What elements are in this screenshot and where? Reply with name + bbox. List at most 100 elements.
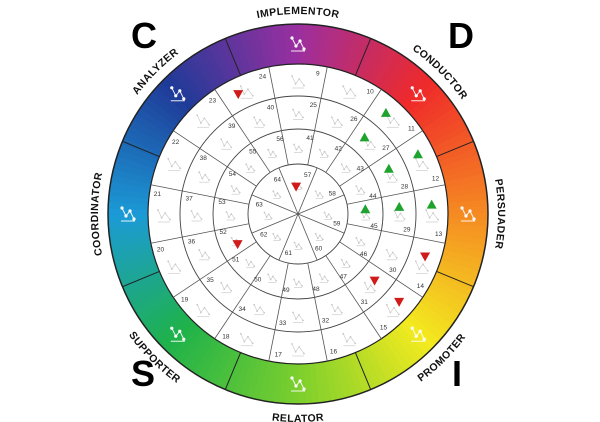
grid-line <box>214 284 252 339</box>
band-divider <box>354 352 372 390</box>
mini-graph-icon <box>330 303 343 316</box>
grid-line <box>339 241 369 262</box>
band-divider <box>436 270 474 288</box>
style-graph-icon <box>460 206 476 222</box>
grid-line <box>368 130 423 168</box>
green-up-marker <box>426 199 437 209</box>
grid-line <box>381 230 446 244</box>
cell-number: 60 <box>315 245 323 252</box>
red-down-marker <box>420 252 431 262</box>
grid-line <box>214 197 250 205</box>
style-graph-icon <box>290 376 306 392</box>
mini-graph-icon <box>342 332 357 347</box>
mini-graph-icon <box>385 303 400 318</box>
red-down-marker <box>232 240 243 250</box>
mini-graph-icon <box>267 148 278 158</box>
mini-graph-icon <box>253 303 266 316</box>
cell-number: 33 <box>279 320 287 327</box>
cell-number: 48 <box>312 286 320 293</box>
band-divider <box>436 140 474 158</box>
cell-number: 22 <box>172 139 180 146</box>
grid-line <box>281 130 289 166</box>
mini-graph-icon <box>157 209 171 223</box>
cell-number: 36 <box>188 239 196 246</box>
grid-line <box>297 167 318 215</box>
mini-graph-icon <box>198 248 211 261</box>
cell-number: 44 <box>369 193 377 200</box>
grid-line <box>346 197 382 205</box>
cell-number: 28 <box>401 183 409 190</box>
green-up-marker <box>380 107 391 117</box>
cell-number: 50 <box>254 277 262 284</box>
ring-line <box>247 163 349 265</box>
mini-graph-icon <box>267 273 278 283</box>
grid-line <box>381 184 446 198</box>
grid-line <box>214 89 252 144</box>
grid-line <box>297 194 345 215</box>
mini-graph-icon <box>314 232 324 242</box>
band-divider <box>122 140 160 158</box>
cell-number: 51 <box>232 256 240 263</box>
cell-number: 35 <box>207 277 215 284</box>
cell-number: 31 <box>361 299 369 306</box>
cell-number: 32 <box>322 317 330 324</box>
mini-graph-icon <box>167 260 182 274</box>
cell-number: 47 <box>340 273 348 280</box>
cell-number: 21 <box>154 191 162 198</box>
cell-number: 26 <box>350 116 358 123</box>
cell-number: 40 <box>267 105 275 112</box>
green-up-marker <box>412 149 423 159</box>
grid-line <box>314 66 328 131</box>
mini-graph-icon <box>293 143 303 153</box>
cell-number: 41 <box>306 135 314 142</box>
mini-graph-icon <box>167 157 182 172</box>
red-down-marker <box>291 182 302 192</box>
grid-line <box>173 130 228 168</box>
mini-graph-icon <box>292 311 304 323</box>
mini-graph-icon <box>220 138 233 150</box>
mini-graph-icon <box>323 211 333 220</box>
grid-line <box>368 260 423 298</box>
mini-graph-icon <box>190 210 203 222</box>
mini-graph-icon <box>291 343 305 357</box>
mini-graph-icon <box>340 258 351 269</box>
cell-number: 23 <box>209 98 217 105</box>
cell-number: 52 <box>220 229 228 236</box>
mini-graph-icon <box>196 303 211 318</box>
mini-graph-icon <box>318 148 329 158</box>
band-divider <box>354 38 372 76</box>
grid-line <box>251 194 299 215</box>
cell-number: 59 <box>333 221 341 228</box>
grid-line <box>297 213 345 234</box>
cell-number: 29 <box>403 226 411 233</box>
ring-line <box>179 95 417 333</box>
mini-graph-icon <box>330 116 343 128</box>
mini-graph-icon <box>225 211 236 221</box>
cell-number: 12 <box>432 175 440 182</box>
grid-line <box>325 255 346 285</box>
outer-ring <box>107 23 489 405</box>
green-up-marker <box>359 132 370 142</box>
style-graph-icon <box>410 86 426 102</box>
grid-line <box>281 262 289 298</box>
cell-number: 54 <box>229 171 237 178</box>
mini-graph-icon <box>393 210 406 222</box>
style-graph-icon <box>120 206 136 222</box>
style-graph-icon <box>410 326 426 342</box>
segment-label-coordinator: COORDINATOR <box>89 171 105 257</box>
cell-number: 56 <box>276 136 284 143</box>
mini-graph-icon <box>292 108 304 120</box>
mini-graph-icon <box>263 211 273 220</box>
mini-graph-icon <box>355 236 366 247</box>
mini-graph-icon <box>272 190 282 199</box>
cell-number: 25 <box>310 102 318 109</box>
cell-number: 49 <box>282 287 290 294</box>
grid-line <box>297 213 318 261</box>
grid-line <box>268 297 282 362</box>
cell-number: 46 <box>360 251 368 258</box>
mini-graph-icon <box>318 273 329 283</box>
cell-number: 30 <box>389 267 397 274</box>
cell-number: 16 <box>330 348 338 355</box>
mini-graph-icon <box>196 114 211 128</box>
corner-letter-i: I <box>452 353 463 394</box>
